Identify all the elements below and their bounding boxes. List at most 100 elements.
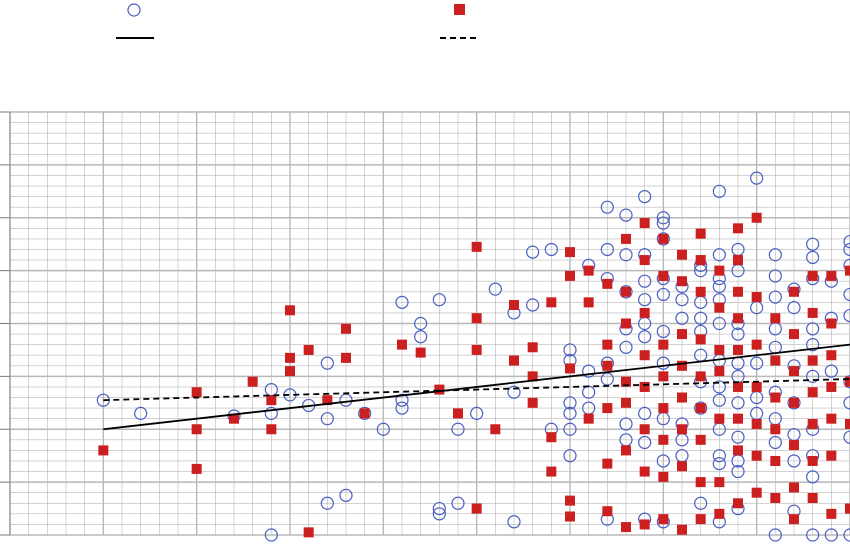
data-point-circle [712, 248, 726, 262]
data-point-circle [843, 430, 850, 444]
data-point-square [714, 366, 725, 377]
data-point-square [770, 355, 781, 366]
data-point-circle [768, 528, 782, 542]
data-point-square [527, 371, 538, 382]
data-point-circle [656, 454, 670, 468]
data-point-square [733, 223, 743, 234]
data-point-circle [414, 316, 428, 331]
data-point-circle [638, 274, 652, 288]
data-point-circle [582, 364, 596, 378]
data-point-square [695, 228, 706, 239]
data-point-circle [712, 380, 726, 394]
data-point-circle [488, 282, 502, 296]
data-point-circle [656, 356, 670, 370]
data-point-square [714, 413, 725, 424]
data-point-circle [768, 435, 782, 450]
data-point-circle [600, 242, 614, 257]
data-point-square [583, 297, 594, 308]
legend-marker-circle [127, 3, 141, 17]
data-point-square [751, 487, 762, 498]
data-point-square [695, 334, 706, 345]
data-point-circle [470, 406, 484, 420]
data-point-circle [806, 528, 820, 542]
data-point-circle [563, 406, 577, 420]
data-point-circle [526, 298, 540, 312]
data-point-square [341, 352, 351, 363]
data-point-square [770, 392, 781, 403]
data-point-square [770, 492, 781, 503]
data-point-square [565, 363, 575, 374]
data-point-square [751, 292, 762, 303]
data-point-square [695, 371, 706, 382]
data-point-circle [563, 343, 577, 357]
data-point-square [714, 265, 725, 276]
data-point-square [621, 318, 631, 329]
data-point-square [807, 355, 818, 366]
data-point-circle [750, 171, 764, 185]
data-point-circle [712, 457, 726, 471]
data-point-square [826, 450, 837, 461]
data-point-square [751, 381, 762, 392]
data-point-square [546, 432, 557, 443]
data-point-square [845, 265, 850, 276]
data-point-square [471, 313, 482, 324]
data-point-circle [806, 322, 820, 336]
data-point-square [434, 384, 445, 395]
data-point-square [565, 511, 575, 522]
legend [116, 3, 480, 39]
data-point-square [471, 241, 482, 252]
data-point-square [658, 514, 669, 525]
data-point-square [695, 255, 706, 266]
data-point-circle [656, 216, 670, 230]
data-point-square [770, 313, 781, 324]
data-point-circle [806, 237, 820, 251]
data-point-circle [843, 242, 850, 257]
data-point-circle [656, 211, 670, 225]
data-point-circle [320, 496, 334, 510]
data-point-circle [824, 528, 838, 542]
data-point-square [789, 440, 799, 451]
data-point-square [602, 360, 613, 371]
data-point-square [733, 286, 743, 297]
data-point-square [789, 366, 799, 377]
data-point-square [807, 418, 818, 429]
data-point-square [845, 376, 850, 387]
data-point-square [658, 371, 669, 382]
data-point-square [471, 503, 482, 514]
data-point-square [789, 482, 799, 493]
data-point-square [453, 408, 463, 419]
data-point-square [677, 392, 687, 403]
data-point-circle [432, 293, 446, 307]
data-point-square [303, 527, 314, 538]
data-point-square [191, 463, 202, 474]
data-point-square [639, 255, 650, 266]
data-point-square [751, 450, 762, 461]
data-point-square [285, 305, 295, 316]
data-point-circle [712, 279, 726, 294]
data-point-square [621, 445, 631, 456]
data-point-circle [264, 406, 278, 420]
data-point-square [695, 514, 706, 525]
data-point-circle [656, 232, 670, 246]
data-point-square [639, 424, 650, 435]
data-point-square [621, 286, 631, 297]
data-point-square [621, 233, 631, 244]
data-point-circle [712, 316, 726, 331]
data-point-square [229, 413, 239, 424]
data-point-square [751, 418, 762, 429]
data-point-circle [843, 308, 850, 323]
data-point-square [285, 366, 295, 377]
data-point-square [826, 270, 837, 281]
data-point-square [658, 270, 669, 281]
data-point-square [770, 455, 781, 466]
data-point-circle [395, 393, 409, 407]
data-point-square [733, 445, 743, 456]
data-point-square [658, 339, 669, 350]
trendlines [103, 343, 850, 431]
data-point-circle [787, 454, 801, 468]
data-point-square [807, 307, 818, 318]
data-point-circle [619, 248, 633, 262]
trendline-solid [103, 343, 850, 431]
data-point-square [789, 329, 799, 340]
data-point-square [733, 255, 743, 266]
